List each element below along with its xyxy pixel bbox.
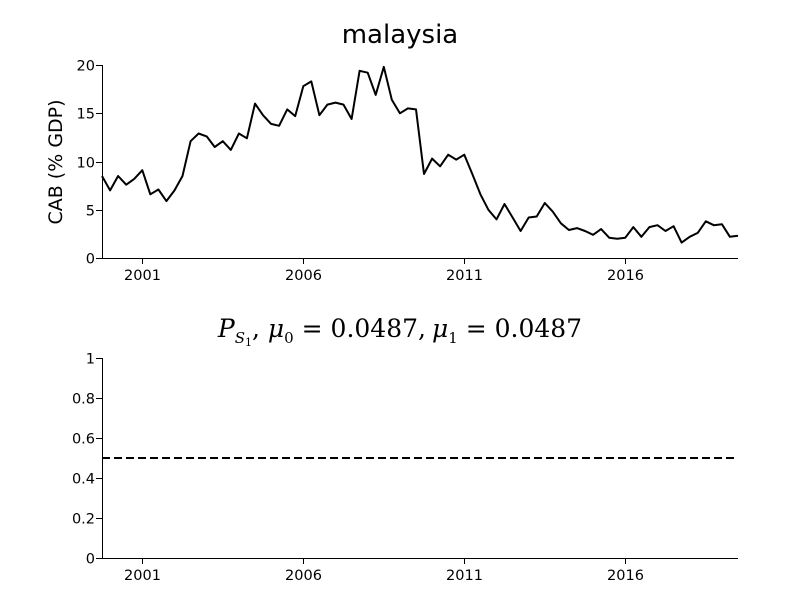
cab-chart-x-ticks: 2001 2006 2011 2016 xyxy=(124,258,644,284)
x-tick-label: 2006 xyxy=(285,268,322,284)
probability-chart-y-ticks: 0 0.2 0.4 0.6 0.8 1 xyxy=(72,352,102,568)
y-tick-label: 0.8 xyxy=(72,392,95,408)
y-tick-label: 0 xyxy=(86,252,95,268)
cab-line xyxy=(101,65,739,244)
cab-chart-title: malaysia xyxy=(342,20,459,50)
x-tick-label: 2011 xyxy=(446,268,483,284)
x-tick-label: 2016 xyxy=(607,268,644,284)
probability-chart-x-ticks: 2001 2006 2011 2016 xyxy=(124,558,644,584)
x-tick-label: 2001 xyxy=(124,568,161,584)
x-tick-label: 2011 xyxy=(446,568,483,584)
y-tick-label: 1 xyxy=(86,352,95,368)
y-tick-label: 10 xyxy=(77,156,95,172)
cab-chart-series xyxy=(101,65,739,244)
y-tick-label: 0.2 xyxy=(72,512,95,528)
cab-chart-ylabel: CAB (% GDP) xyxy=(45,99,67,224)
y-tick-label: 15 xyxy=(77,107,95,123)
probability-chart: PS1, μ0 = 0.0487, μ1 = 0.0487 00.20.40.60… xyxy=(72,314,738,584)
y-tick-label: 20 xyxy=(77,59,95,75)
x-tick-label: 2001 xyxy=(124,268,161,284)
y-tick-label: 0.4 xyxy=(72,472,95,488)
y-tick-label: 0 xyxy=(86,552,95,568)
probability-chart-title: PS1, μ0 = 0.0487, μ1 = 0.0487 xyxy=(217,314,582,349)
cab-chart-y-ticks: 0 5 10 15 20 xyxy=(77,59,102,268)
y-tick-label: 5 xyxy=(86,204,95,220)
x-tick-label: 2016 xyxy=(607,568,644,584)
y-tick-label: 0.6 xyxy=(72,432,95,448)
x-tick-label: 2006 xyxy=(285,568,322,584)
